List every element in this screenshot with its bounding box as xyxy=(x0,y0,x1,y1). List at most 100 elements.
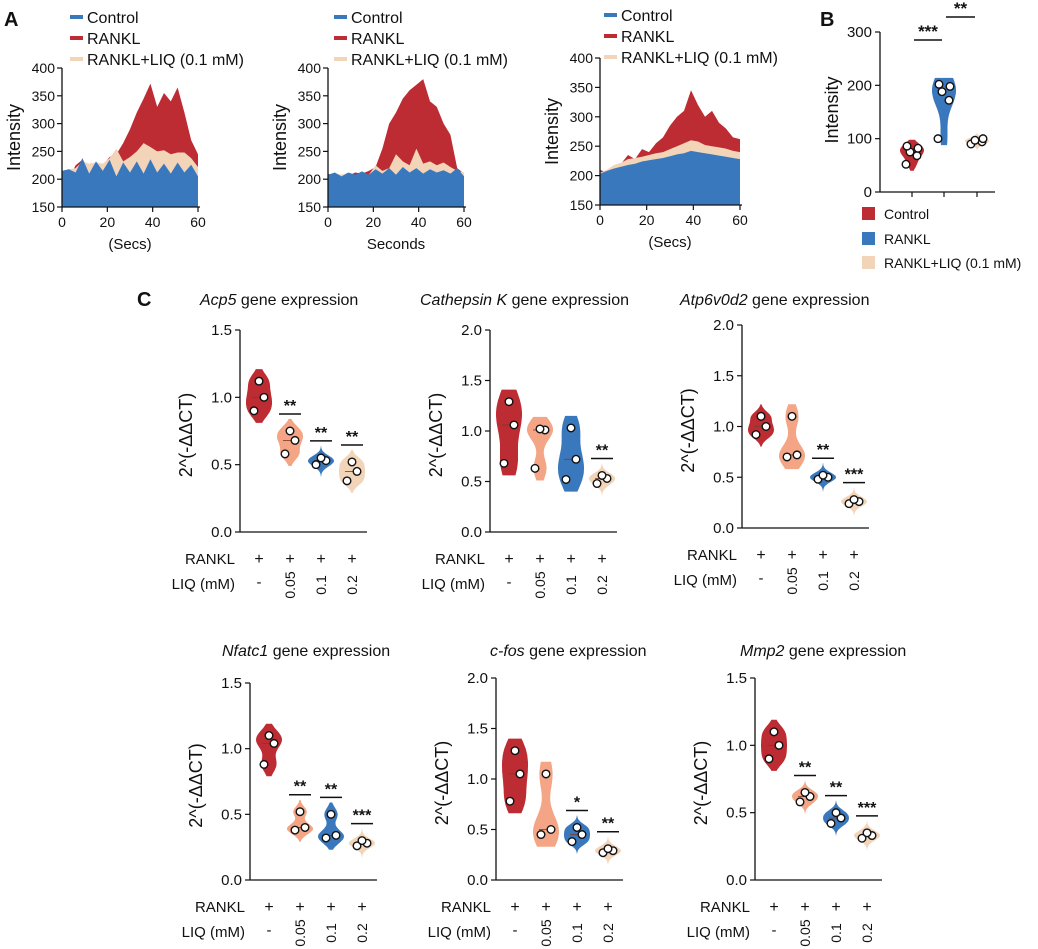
chart-title-gene: Nfatc1 xyxy=(222,643,268,660)
y-tick-label: 0.0 xyxy=(221,872,242,889)
y-tick-label: 1.5 xyxy=(211,322,232,339)
y-tick-label: 300 xyxy=(298,116,322,132)
data-point xyxy=(510,746,520,756)
legend-swatch xyxy=(862,207,875,220)
rankl-sign: + xyxy=(285,551,294,568)
data-point xyxy=(913,143,923,153)
data-point xyxy=(357,836,367,846)
data-point xyxy=(342,476,352,486)
data-point xyxy=(535,424,545,434)
significance-label: * xyxy=(574,794,581,811)
significance-label: ** xyxy=(817,442,830,459)
row-label-liq: LIQ (mM) xyxy=(182,924,245,941)
chart-title: c-fos gene expression xyxy=(490,643,647,660)
y-tick-label: 1.0 xyxy=(726,737,747,754)
legend-label: Control xyxy=(884,206,929,222)
chart-title: Mmp2 gene expression xyxy=(740,643,906,660)
rankl-sign: + xyxy=(295,899,304,916)
violin-1 xyxy=(496,389,522,476)
rankl-sign: + xyxy=(831,899,840,916)
rankl-sign: + xyxy=(769,899,778,916)
data-point xyxy=(530,463,540,473)
data-point xyxy=(944,95,954,105)
violin-2 xyxy=(287,799,313,842)
row-label-liq: LIQ (mM) xyxy=(687,924,750,941)
data-point xyxy=(541,769,551,779)
liq-dose: 0.1 xyxy=(815,571,831,591)
data-point xyxy=(352,466,362,476)
x-tick-label: 60 xyxy=(456,214,472,230)
liq-dose: 0.2 xyxy=(354,923,370,943)
y-tick-label: 0.0 xyxy=(713,520,734,537)
rankl-sign: + xyxy=(316,551,325,568)
data-point xyxy=(249,406,259,416)
liq-dose: 0.05 xyxy=(797,919,813,946)
data-point xyxy=(597,470,607,480)
data-point xyxy=(826,818,836,828)
data-point xyxy=(792,450,802,460)
rankl-sign: + xyxy=(597,551,606,568)
data-point xyxy=(933,134,943,144)
violin-3 xyxy=(558,415,584,492)
x-tick-label: 20 xyxy=(639,212,655,228)
row-label-rankl: RANKL xyxy=(700,899,750,916)
liq-dose: 0.05 xyxy=(532,571,548,598)
liq-dose: 0.2 xyxy=(859,923,875,943)
row-label-liq: LIQ (mM) xyxy=(172,576,235,593)
area-series-control xyxy=(600,150,740,205)
liq-dose: 0.1 xyxy=(323,923,339,943)
data-point xyxy=(326,809,336,819)
data-point xyxy=(795,797,805,807)
rankl-sign: + xyxy=(756,547,765,564)
significance-label: *** xyxy=(918,22,938,41)
legend-label: RANKL+LIQ (0.1 mM) xyxy=(884,255,1021,271)
y-tick-label: 200 xyxy=(298,171,322,187)
data-point xyxy=(756,411,766,421)
data-point xyxy=(504,397,514,407)
y-tick-label: 2.0 xyxy=(467,670,488,687)
y-axis-label: Intensity xyxy=(542,98,562,165)
y-tick-label: 400 xyxy=(298,60,322,76)
x-tick-label: 0 xyxy=(596,212,604,228)
chart-title-rest: gene expression xyxy=(268,643,390,660)
x-tick-label: 40 xyxy=(411,214,427,230)
legend-label: Control xyxy=(87,10,139,27)
data-point xyxy=(836,813,846,823)
liq-dose: 0.1 xyxy=(569,923,585,943)
data-point xyxy=(571,454,581,464)
significance-label: ** xyxy=(315,425,328,442)
data-point xyxy=(311,460,321,470)
y-tick-label: 400 xyxy=(32,60,56,76)
data-point xyxy=(280,449,290,459)
rankl-sign: + xyxy=(535,551,544,568)
liq-dose: 0.1 xyxy=(563,575,579,595)
y-tick-label: 350 xyxy=(32,88,56,104)
area-chart-A1: 150 200 250 300 350 400 0 20 40 60 (Secs) Intensity… xyxy=(4,10,244,253)
liq-dose: 0.1 xyxy=(828,923,844,943)
data-point xyxy=(577,830,587,840)
x-tick-label: 60 xyxy=(190,214,206,230)
y-tick-label: 0.5 xyxy=(726,805,747,822)
data-point xyxy=(970,135,980,145)
x-tick-label: 0 xyxy=(58,214,66,230)
x-tick-label: 40 xyxy=(145,214,161,230)
chart-title-gene: Cathepsin K xyxy=(420,292,508,309)
data-point xyxy=(316,453,326,463)
y-tick-label: 0.5 xyxy=(713,469,734,486)
legend-label: RANKL xyxy=(884,231,931,247)
chart-title-gene: Mmp2 xyxy=(740,643,785,660)
y-axis-label: 2^(-ΔΔCT) xyxy=(691,741,711,825)
data-point xyxy=(800,787,810,797)
data-point xyxy=(499,458,509,468)
chart-title-rest: gene expression xyxy=(784,643,906,660)
significance-label: ** xyxy=(284,398,297,415)
chart-title-rest: gene expression xyxy=(525,643,647,660)
data-point xyxy=(259,392,269,402)
y-axis-label: 2^(-ΔΔCT) xyxy=(432,741,452,825)
row-label-rankl: RANKL xyxy=(435,551,485,568)
liq-dose: 0.05 xyxy=(292,919,308,946)
y-tick-label: 0.5 xyxy=(461,474,482,491)
legend-label: RANKL+LIQ (0.1 mM) xyxy=(621,50,778,67)
data-point xyxy=(572,822,582,832)
rankl-sign: + xyxy=(264,899,273,916)
